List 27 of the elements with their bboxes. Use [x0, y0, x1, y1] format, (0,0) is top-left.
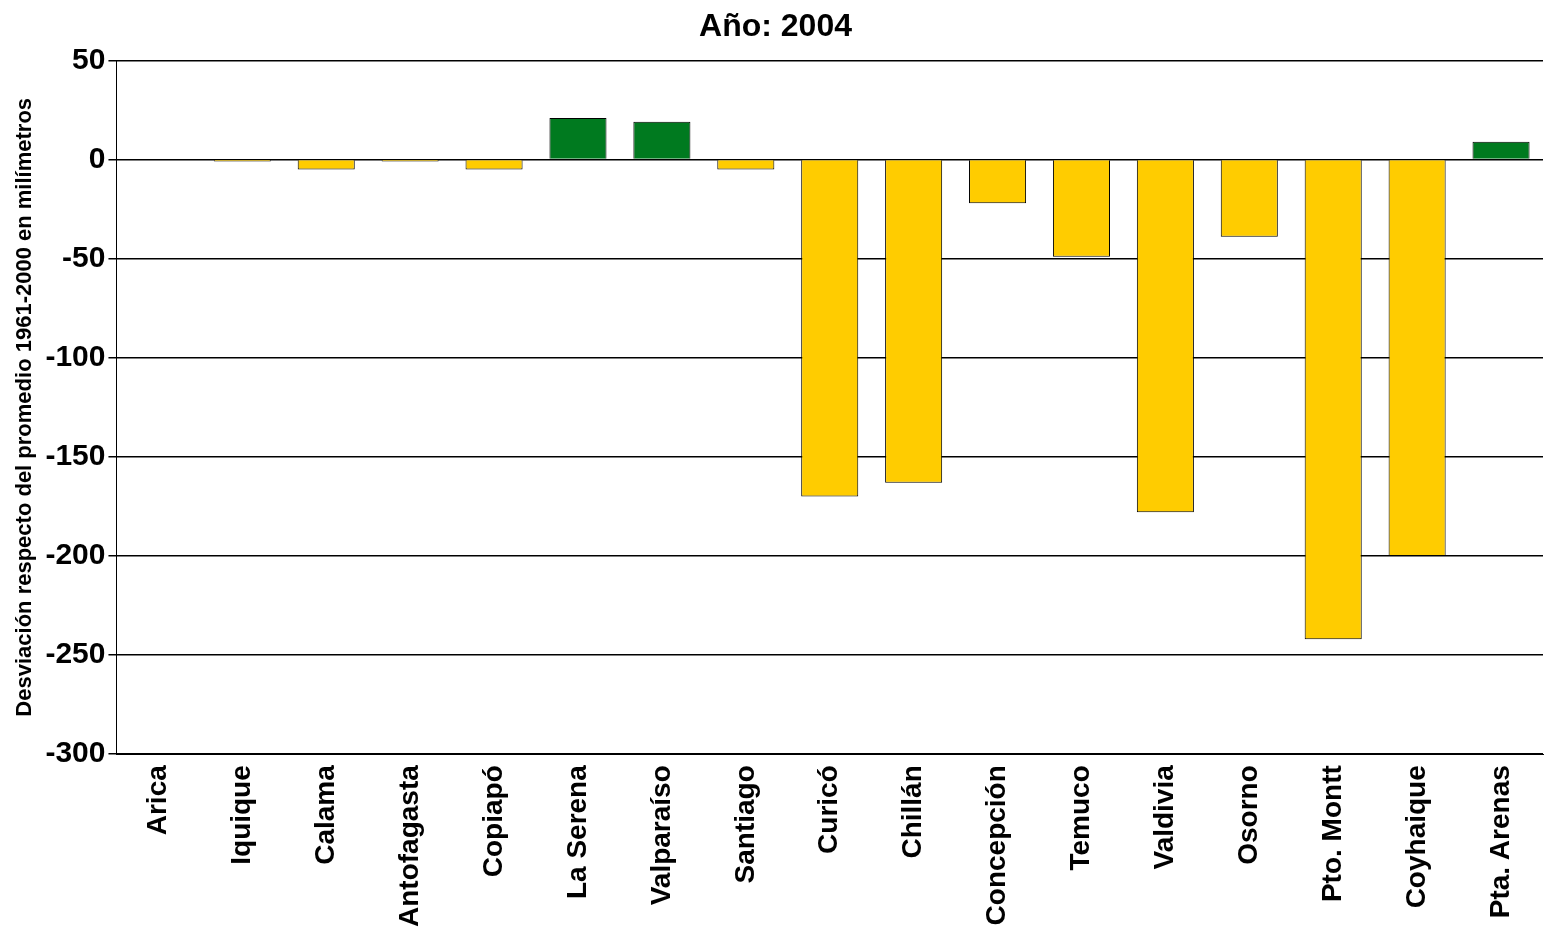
y-tick-label: -150 [45, 438, 106, 472]
y-tick-label: -50 [62, 239, 106, 273]
x-tick-label: Antofagasta [392, 764, 424, 927]
x-tick-label: Curicó [812, 765, 844, 854]
x-tick-label: Chillán [896, 765, 928, 859]
x-tick-label: Iquique [225, 765, 257, 865]
x-tick-label: Calama [308, 764, 340, 865]
y-tick-label: -300 [45, 735, 106, 769]
x-tick-label: Osorno [1232, 765, 1264, 865]
x-tick-label: Valparaíso [644, 765, 676, 906]
y-axis-title: Desviación respecto del promedio 1961-2000 en milímetros [11, 97, 37, 717]
y-tick-label: -250 [45, 636, 106, 670]
x-tick-label: Coyhaique [1399, 765, 1431, 909]
x-tick-label: Santiago [728, 765, 760, 884]
y-tick-label: 0 [88, 140, 106, 174]
y-tick-label: -100 [45, 339, 106, 373]
x-tick-label: Temuco [1064, 765, 1096, 871]
x-tick-label: Copiapó [476, 765, 508, 878]
x-tick-label: Valdivia [1148, 764, 1180, 870]
x-tick-label: Concepción [980, 765, 1012, 926]
x-tick-label: La Serena [560, 764, 592, 900]
x-tick-label: Pto. Montt [1315, 765, 1347, 903]
x-tick-label: Arica [141, 764, 173, 836]
chart-title: Año: 2004 [699, 7, 853, 44]
y-tick-label: -200 [45, 537, 106, 571]
y-tick-label: 50 [72, 41, 106, 75]
x-tick-label: Pta. Arenas [1483, 765, 1515, 919]
